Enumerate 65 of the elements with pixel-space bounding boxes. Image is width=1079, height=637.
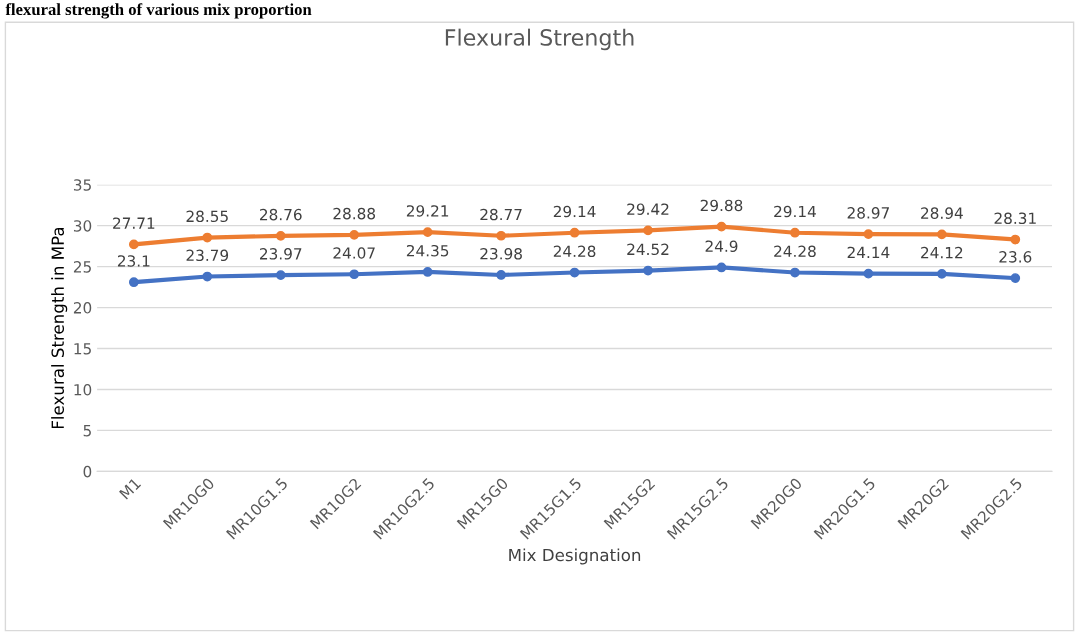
point	[128, 239, 139, 250]
data-label: 28.88	[333, 207, 376, 220]
point	[1010, 234, 1021, 245]
point	[422, 267, 433, 277]
point	[790, 267, 800, 278]
point	[863, 229, 874, 239]
data-label: 28.94	[921, 207, 963, 219]
point	[128, 277, 139, 288]
data-label: 28.31	[994, 212, 1036, 225]
y-tick-label: 15	[74, 343, 91, 355]
y-tick-label: 5	[83, 425, 91, 437]
point	[569, 267, 580, 278]
data-label: 27.71	[113, 217, 155, 229]
y-tick-label: 10	[74, 383, 92, 396]
data-label: 29.88	[700, 199, 743, 212]
y-tick-label: 35	[73, 179, 91, 191]
data-label: 28.76	[260, 208, 302, 221]
point	[790, 227, 800, 238]
data-label: 24.9	[705, 240, 738, 252]
point	[275, 270, 286, 280]
data-label: 28.97	[847, 207, 889, 219]
y-axis-title: Flexural Strength in MPa	[51, 227, 68, 429]
point	[643, 265, 653, 276]
point	[1010, 273, 1021, 283]
data-label: 29.14	[553, 205, 596, 218]
y-tick-label: 0	[83, 465, 92, 478]
data-label: 28.55	[186, 210, 228, 223]
data-label: 29.21	[406, 205, 449, 217]
point	[202, 232, 213, 243]
data-label: 24.28	[774, 245, 816, 258]
point	[496, 270, 506, 280]
point	[936, 268, 947, 279]
point	[275, 230, 286, 241]
point	[569, 227, 580, 238]
data-label: 29.14	[774, 205, 816, 218]
y-tick-label: 30	[73, 220, 92, 232]
x-tick-label: M1	[119, 477, 142, 500]
text: flexural strength of various mix proportion	[5, 3, 312, 19]
data-label: 29.42	[627, 203, 669, 215]
point	[716, 262, 727, 273]
data-label: 28.77	[480, 208, 522, 221]
point	[422, 227, 433, 238]
point	[716, 221, 727, 232]
data-label: 24.52	[627, 243, 669, 256]
y-tick-label: 25	[73, 261, 91, 273]
point	[936, 229, 947, 240]
data-label: 24.35	[406, 244, 449, 257]
data-label: 24.28	[553, 245, 596, 258]
y-tick-label: 20	[73, 302, 92, 314]
data-label: 24.14	[847, 246, 890, 258]
data-label: 23.97	[260, 248, 302, 260]
point	[863, 268, 874, 279]
point	[496, 230, 506, 241]
point	[202, 271, 213, 282]
chart-title: Flexural Strength	[445, 28, 634, 51]
point	[643, 225, 653, 236]
data-label: 24.07	[333, 247, 375, 259]
data-label: 23.98	[480, 247, 522, 260]
data-label: 24.12	[921, 246, 963, 259]
point	[349, 229, 360, 240]
data-label: 23.79	[186, 249, 229, 262]
data-label: 23.6	[999, 251, 1032, 263]
data-label: 23.1	[117, 255, 150, 267]
point	[349, 269, 360, 280]
x-axis-title: Mix Designation	[509, 548, 641, 565]
